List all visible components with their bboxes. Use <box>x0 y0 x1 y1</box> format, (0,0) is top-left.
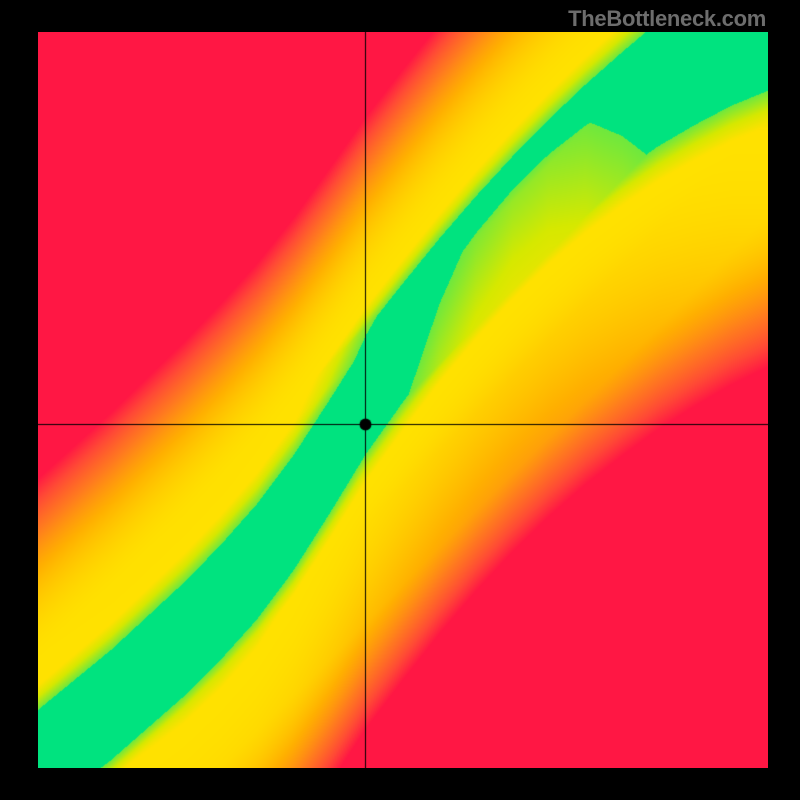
watermark: TheBottleneck.com <box>568 6 766 32</box>
bottleneck-heatmap <box>38 32 768 768</box>
chart-frame: TheBottleneck.com <box>0 0 800 800</box>
